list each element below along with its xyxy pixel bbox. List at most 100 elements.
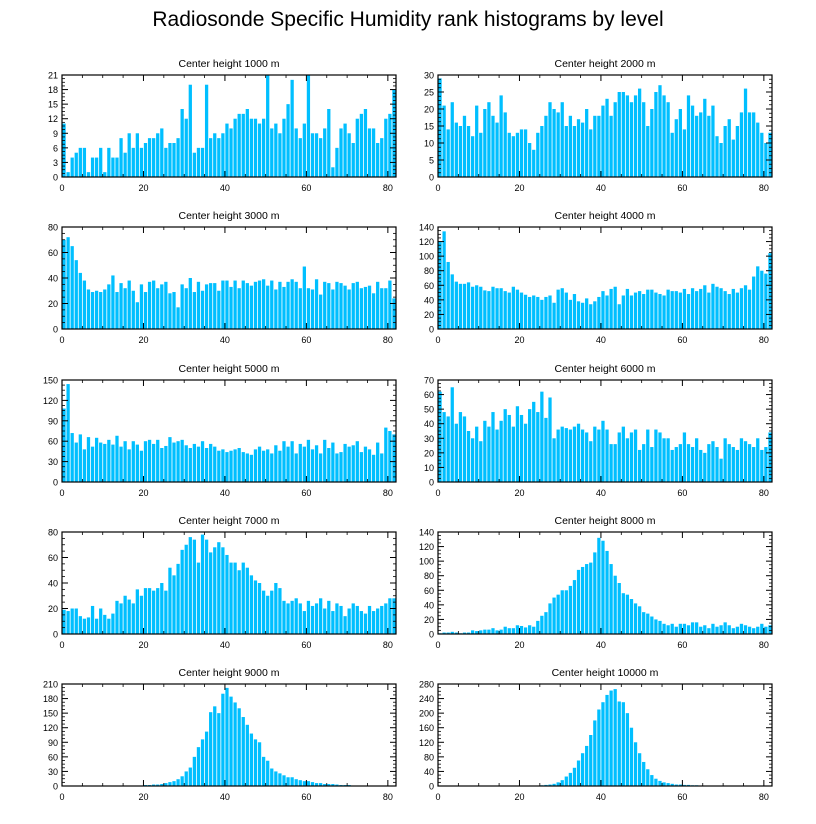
histogram-bar	[585, 564, 589, 634]
histogram-bar	[752, 276, 756, 329]
histogram-bar	[609, 115, 613, 177]
histogram-bar	[351, 603, 355, 634]
histogram-bar	[601, 540, 605, 634]
panel-title: Center height 8000 m	[555, 515, 656, 527]
histogram-bar	[707, 292, 711, 329]
histogram-bar	[658, 294, 662, 329]
y-tick-label: 140	[419, 528, 434, 538]
histogram-bar	[523, 627, 528, 634]
histogram-bar	[507, 132, 511, 177]
histogram-bar	[589, 441, 593, 482]
histogram-bar	[302, 266, 306, 329]
histogram-bar	[695, 291, 699, 329]
histogram-bar	[225, 280, 229, 329]
histogram-bar	[164, 147, 168, 177]
histogram-bar	[164, 590, 168, 634]
figure-title: Radiosonde Specific Humidity rank histog…	[152, 8, 664, 31]
histogram-bar	[503, 409, 507, 482]
histogram-bar	[523, 129, 528, 177]
histogram-bar	[585, 432, 589, 482]
histogram-bar	[180, 776, 184, 786]
histogram-bar	[564, 776, 568, 786]
histogram-bar	[540, 615, 544, 634]
histogram-bar	[450, 387, 454, 482]
histogram-bar	[715, 626, 719, 634]
y-tick-label: 120	[43, 723, 58, 733]
histogram-bar	[306, 75, 311, 177]
histogram-bar	[257, 583, 262, 634]
histogram-bar	[380, 453, 384, 482]
histogram-bar	[180, 109, 184, 177]
histogram-bar	[66, 611, 70, 634]
histogram-bar	[99, 147, 103, 177]
y-tick-label: 80	[424, 571, 434, 581]
histogram-bar	[294, 453, 298, 482]
histogram-bar	[209, 443, 213, 482]
histogram-bar	[310, 605, 315, 634]
histogram-bar	[747, 112, 752, 177]
histogram-bar	[682, 129, 687, 177]
histogram-bar	[192, 539, 197, 634]
histogram-bar	[585, 745, 589, 786]
histogram-bar	[515, 625, 520, 634]
x-tick-label: 20	[514, 640, 524, 650]
histogram-bar	[229, 450, 233, 482]
histogram-bar	[572, 294, 577, 329]
histogram-bar	[617, 583, 621, 634]
histogram-bar	[363, 446, 368, 482]
histogram-bar	[458, 126, 463, 177]
histogram-bar	[760, 449, 764, 482]
histogram-bar	[99, 442, 103, 482]
histogram-bar	[294, 128, 298, 177]
histogram-bar	[172, 292, 176, 329]
histogram-bar	[376, 281, 380, 329]
histogram-bar	[658, 620, 662, 634]
histogram-bar	[703, 625, 707, 634]
y-tick-label: 0	[429, 782, 434, 792]
histogram-bar	[217, 713, 221, 786]
histogram-bar	[257, 123, 262, 177]
histogram-bar	[479, 286, 483, 329]
histogram-bar	[253, 118, 258, 177]
histogram-bar	[351, 143, 355, 177]
histogram-bar	[470, 630, 475, 634]
histogram-bar	[192, 756, 197, 786]
histogram-bar	[654, 292, 658, 329]
x-tick-label: 20	[514, 792, 524, 802]
histogram-bar	[544, 115, 548, 177]
histogram-bar	[131, 147, 135, 177]
histogram-bar	[111, 444, 115, 482]
histogram-bar	[388, 598, 392, 634]
histogram-bar	[715, 447, 719, 482]
histogram-bar	[115, 292, 119, 329]
histogram-bar	[633, 742, 638, 786]
histogram-bar	[564, 292, 568, 329]
histogram-bar	[367, 449, 372, 482]
histogram-bar	[585, 298, 589, 329]
histogram-bar	[209, 138, 213, 177]
histogram-bar	[331, 442, 335, 482]
histogram-bar	[131, 603, 135, 634]
histogram-bar	[666, 438, 670, 482]
x-tick-label: 60	[301, 640, 311, 650]
histogram-bar	[237, 448, 241, 482]
histogram-bar	[384, 288, 388, 329]
histogram-bar	[196, 147, 201, 177]
histogram-bar	[103, 614, 107, 634]
histogram-bar	[548, 397, 552, 482]
histogram-bar	[286, 777, 290, 786]
y-tick-label: 0	[53, 630, 58, 640]
histogram-bar	[241, 280, 245, 329]
y-tick-label: 25	[424, 88, 434, 98]
histogram-bar	[327, 448, 331, 482]
histogram-bar	[147, 588, 152, 634]
plot-frame	[437, 683, 773, 787]
histogram-bar	[752, 447, 756, 482]
histogram-bar	[143, 441, 148, 482]
x-tick-label: 40	[596, 183, 606, 193]
histogram-bar	[576, 569, 581, 634]
x-tick-label: 80	[759, 335, 769, 345]
histogram-bar	[371, 293, 376, 329]
histogram-bar	[127, 133, 131, 177]
histogram-bar	[576, 301, 581, 329]
